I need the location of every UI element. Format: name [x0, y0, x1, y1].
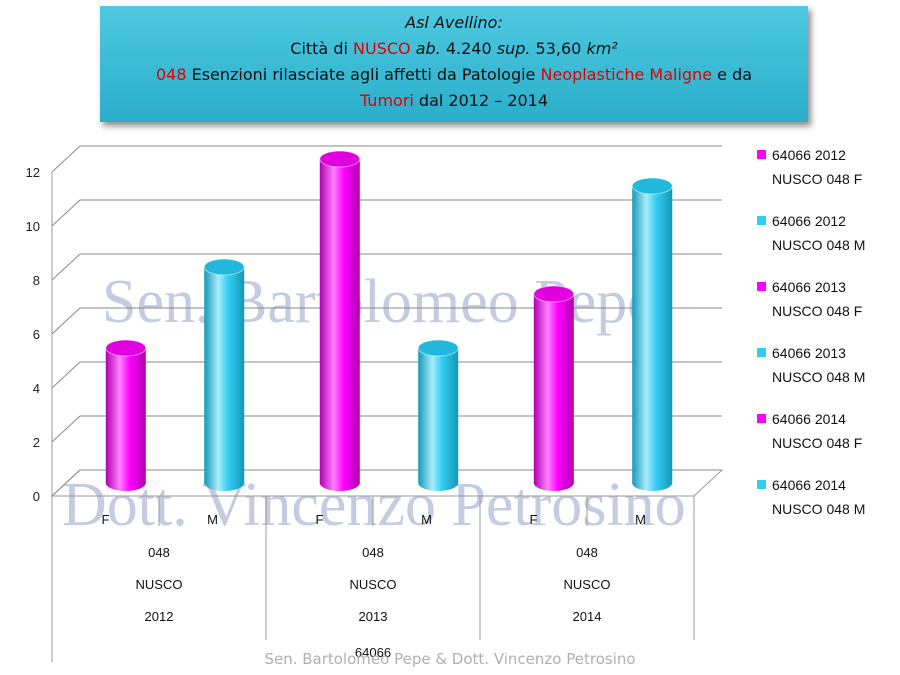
bar-m	[204, 267, 245, 483]
legend-label: NUSCO 048 F	[772, 435, 862, 451]
category-label: 2014	[573, 609, 602, 624]
bar-top	[533, 285, 575, 303]
category-label: 2012	[145, 609, 174, 624]
x-tick-label: M	[207, 512, 218, 527]
y-tick-label: 2	[33, 435, 40, 450]
bar-base	[533, 475, 574, 491]
legend-swatch	[757, 480, 766, 489]
y-tick-label: 4	[33, 381, 40, 396]
legend-label: 64066 2013	[772, 345, 846, 361]
title-line-3: 048 Esenzioni rilasciate agli affetti da…	[155, 65, 753, 84]
gridline-side	[51, 145, 81, 173]
bar-top	[631, 177, 673, 195]
legend-swatch	[757, 348, 766, 357]
footer-credits: Sen. Bartolomeo Pepe & Dott. Vincenzo Pe…	[264, 650, 636, 668]
category-label: NUSCO	[350, 577, 397, 592]
title-line-2: Città di NUSCO ab. 4.240 sup. 53,60 km²	[290, 39, 618, 58]
legend-swatch	[757, 414, 766, 423]
watermark-text: Dott. Vincenzo Petrosino	[62, 471, 686, 539]
bar-base	[105, 475, 146, 491]
category-label: 048	[362, 545, 384, 560]
y-tick-label: 6	[33, 327, 40, 342]
gridline-side	[51, 469, 81, 497]
gridline-side	[51, 361, 81, 389]
bar-f	[105, 348, 146, 483]
y-tick-label: 10	[26, 219, 40, 234]
legend-label: 64066 2013	[772, 279, 846, 295]
y-tick-label: 8	[33, 273, 40, 288]
legend-swatch	[757, 150, 766, 159]
legend-label: NUSCO 048 F	[772, 303, 862, 319]
legend-swatch	[757, 282, 766, 291]
bar-f	[533, 294, 574, 483]
legend-label: NUSCO 048 M	[772, 369, 865, 385]
bar-base	[632, 475, 673, 491]
title-line-4: Tumori dal 2012 – 2014	[359, 91, 549, 110]
legend-swatch	[757, 216, 766, 225]
bar-top	[319, 150, 361, 168]
legend-label: 64066 2014	[772, 477, 846, 493]
legend-label: NUSCO 048 M	[772, 237, 865, 253]
gridline-side	[51, 253, 81, 281]
legend-label: 64066 2012	[772, 213, 846, 229]
y-tick-label: 12	[26, 165, 40, 180]
x-bottom-label: 64066	[355, 645, 391, 660]
bar-base	[418, 475, 459, 491]
bar-base	[204, 475, 245, 491]
legend-label: 64066 2012	[772, 147, 846, 163]
bar-top	[417, 339, 459, 357]
chart-title-banner: Asl Avellino: Città di NUSCO ab. 4.240 s…	[100, 6, 808, 122]
gridline-side	[51, 307, 81, 335]
title-line-1: Asl Avellino:	[405, 13, 503, 32]
x-tick-label: M	[421, 512, 432, 527]
legend-label: NUSCO 048 M	[772, 501, 865, 517]
bar-m	[632, 186, 673, 483]
gridline-side	[51, 415, 81, 443]
bar-m	[418, 348, 459, 483]
category-label: 048	[576, 545, 598, 560]
bar-f	[319, 159, 360, 483]
bar-base	[319, 475, 360, 491]
y-tick-label: 0	[33, 489, 40, 504]
category-label: NUSCO	[136, 577, 183, 592]
x-tick-label: F	[102, 512, 110, 527]
category-label: NUSCO	[564, 577, 611, 592]
x-tick-label: F	[530, 512, 538, 527]
category-label: 2013	[359, 609, 388, 624]
legend-label: 64066 2014	[772, 411, 846, 427]
gridline-side	[51, 199, 81, 227]
x-tick-label: M	[635, 512, 646, 527]
legend-label: NUSCO 048 F	[772, 171, 862, 187]
bar-top	[203, 258, 245, 276]
x-tick-label: F	[316, 512, 324, 527]
category-label: 048	[148, 545, 170, 560]
bar-top	[105, 339, 147, 357]
